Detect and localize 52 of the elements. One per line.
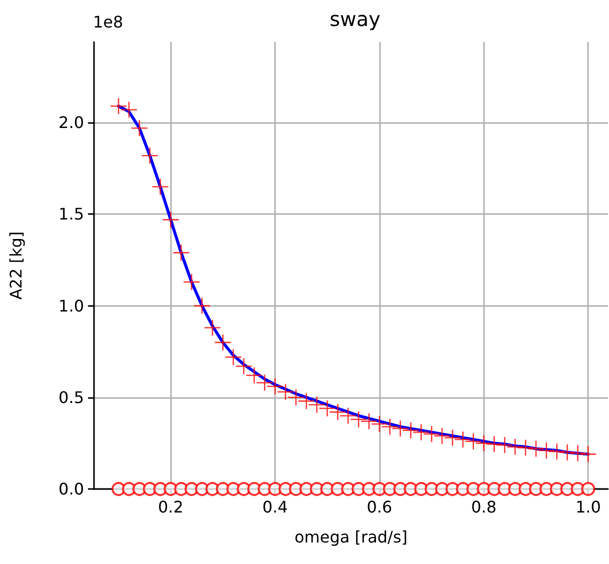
point [486,436,502,452]
x-tick-label: 0.6 [366,498,392,516]
point [120,102,137,118]
point [298,393,314,410]
point [465,433,482,450]
y-tick-label: 1.5 [58,204,84,224]
x-tick-label: 0.8 [471,498,497,516]
point [361,413,378,430]
point [444,430,460,446]
point [507,438,524,455]
point [496,437,513,454]
point [581,482,596,496]
point [236,358,252,374]
point [570,445,586,462]
point [434,428,450,444]
point [204,320,220,336]
point [162,212,179,228]
point [350,411,367,428]
point [194,298,210,314]
y-axis-title: A22 [kg] [6,231,26,300]
point [548,443,565,460]
y-tick-label: 1.0 [58,296,84,316]
point [173,244,190,261]
point [330,404,346,420]
point [152,178,168,195]
point [528,440,544,457]
point [559,444,576,460]
point [256,374,273,391]
x-tick-label: 0.2 [158,498,184,516]
point [110,98,127,114]
point [402,422,419,438]
y-tick-label: 0.5 [58,388,84,407]
x-axis-title: omega [rad/s] [294,528,408,546]
point [382,418,398,435]
point [476,435,492,452]
point [319,400,336,416]
x-tick-label: 1.0 [575,498,601,516]
point [340,408,356,424]
chart-title: sway [330,7,381,31]
point [580,446,596,462]
y-tick-label: 0.0 [58,480,84,498]
point [225,349,242,366]
point [413,424,430,440]
point [246,367,262,384]
point [142,148,158,164]
y-tick-label: 2.0 [58,113,84,132]
point [392,420,408,437]
point [308,396,325,413]
x-tick-label: 0.4 [262,498,288,516]
point [518,440,534,456]
point [424,426,440,442]
text: 1e8 [93,12,124,32]
